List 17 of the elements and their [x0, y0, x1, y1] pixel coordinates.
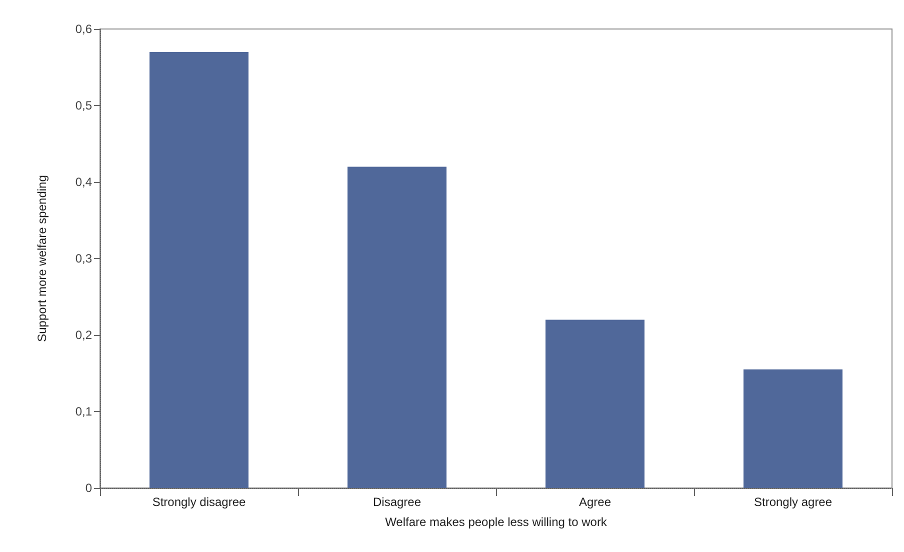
- bar: [744, 369, 842, 488]
- y-axis-title: Support more welfare spending: [35, 175, 49, 342]
- bar: [546, 320, 644, 488]
- bar: [150, 52, 248, 488]
- x-tick-label: Agree: [578, 495, 612, 509]
- x-tick-label: Strongly agree: [754, 495, 832, 509]
- x-axis-title: Welfare makes people less willing to work: [385, 515, 608, 529]
- y-tick-label: 0,4: [75, 175, 92, 189]
- y-tick-label: 0,6: [75, 22, 92, 36]
- y-tick-label: 0,1: [75, 404, 92, 418]
- bar: [348, 166, 446, 488]
- x-tick-label: Disagree: [372, 495, 422, 509]
- y-tick-label: 0,5: [75, 98, 92, 112]
- x-tick-label: Strongly disagree: [152, 495, 246, 509]
- y-tick-label: 0: [85, 481, 92, 495]
- y-tick-label: 0,3: [75, 252, 92, 266]
- y-tick-label: 0,2: [75, 328, 92, 342]
